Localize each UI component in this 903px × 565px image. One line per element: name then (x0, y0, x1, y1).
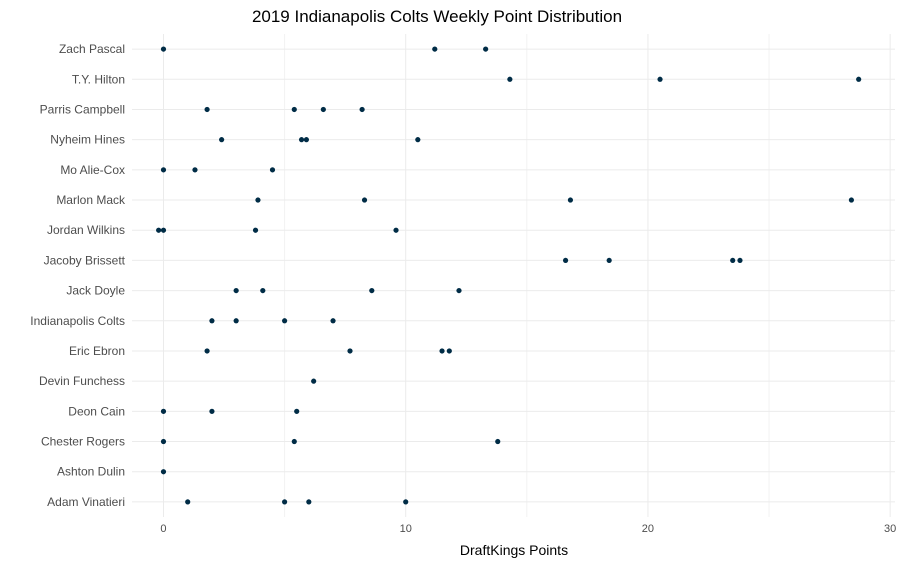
data-point (495, 438, 501, 445)
y-tick-label: Nyheim Hines (50, 133, 125, 147)
data-point (294, 408, 300, 414)
x-axis-label: DraftKings Points (460, 542, 568, 558)
data-point (204, 348, 210, 354)
data-point (456, 287, 462, 294)
data-point (260, 287, 266, 294)
data-point (298, 137, 305, 143)
data-point (507, 76, 513, 82)
data-point (657, 76, 663, 82)
data-point (347, 348, 353, 354)
y-tick-label: Zach Pascal (59, 42, 125, 56)
x-tick-label: 20 (642, 523, 654, 535)
data-point (606, 257, 612, 264)
data-point (393, 227, 399, 233)
data-points (156, 46, 862, 505)
data-point (204, 106, 210, 113)
data-point (320, 106, 326, 113)
data-point (160, 46, 167, 52)
data-point (562, 257, 569, 264)
y-tick-label: T.Y. Hilton (72, 72, 125, 86)
data-point (483, 46, 489, 52)
y-tick-label: Jack Doyle (66, 284, 125, 298)
x-tick-label: 30 (884, 523, 896, 535)
y-tick-label: Jacoby Brissett (44, 253, 126, 267)
y-tick-label: Devin Funchess (39, 374, 125, 388)
data-point (219, 137, 225, 143)
y-tick-labels: Zach Pascal T.Y. Hilton Parris Campbell Nyh… (30, 42, 126, 509)
data-point (306, 499, 312, 505)
data-point (160, 408, 167, 414)
data-point (160, 167, 167, 173)
y-tick-label: Jordan Wilkins (47, 223, 125, 237)
y-tick-label: Marlon Mack (56, 193, 126, 207)
y-tick-label: Deon Cain (68, 404, 125, 418)
data-point (311, 378, 317, 384)
data-point (359, 106, 365, 113)
grid-lines (132, 34, 895, 517)
data-point (160, 227, 167, 233)
data-point (848, 197, 855, 203)
data-point (255, 197, 261, 203)
data-point (160, 438, 167, 445)
y-tick-label: Ashton Dulin (57, 465, 125, 479)
data-point (233, 287, 239, 294)
x-tick-label: 0 (160, 523, 166, 535)
data-point (856, 76, 862, 82)
data-point (369, 287, 375, 294)
data-point (269, 167, 276, 173)
data-point (415, 137, 421, 143)
data-point (282, 318, 288, 324)
data-point (446, 348, 452, 354)
x-tick-label: 10 (400, 523, 412, 535)
data-point (361, 197, 368, 203)
y-tick-label: Chester Rogers (41, 435, 125, 449)
data-point (282, 499, 288, 505)
data-point (432, 46, 438, 52)
data-point (291, 106, 297, 113)
data-point (567, 197, 574, 203)
data-point (439, 348, 445, 354)
data-point (291, 438, 297, 445)
data-point (303, 137, 309, 143)
data-point (209, 408, 215, 414)
data-point (737, 257, 743, 264)
data-point (209, 318, 215, 324)
data-point (403, 499, 409, 505)
y-tick-label: Eric Ebron (69, 344, 125, 358)
data-point (156, 227, 162, 233)
y-tick-label: Mo Alie-Cox (60, 163, 125, 177)
data-point (185, 499, 191, 505)
y-tick-label: Parris Campbell (40, 102, 125, 116)
data-point (233, 318, 239, 324)
data-point (330, 318, 336, 324)
chart-title: 2019 Indianapolis Colts Weekly Point Dis… (252, 7, 622, 26)
data-point (730, 257, 736, 264)
x-tick-labels: 0 10 20 30 (160, 523, 896, 535)
data-point (192, 167, 198, 173)
y-tick-label: Adam Vinatieri (47, 495, 125, 509)
data-point (160, 469, 167, 475)
y-tick-label: Indianapolis Colts (30, 314, 125, 328)
data-point (252, 227, 259, 233)
